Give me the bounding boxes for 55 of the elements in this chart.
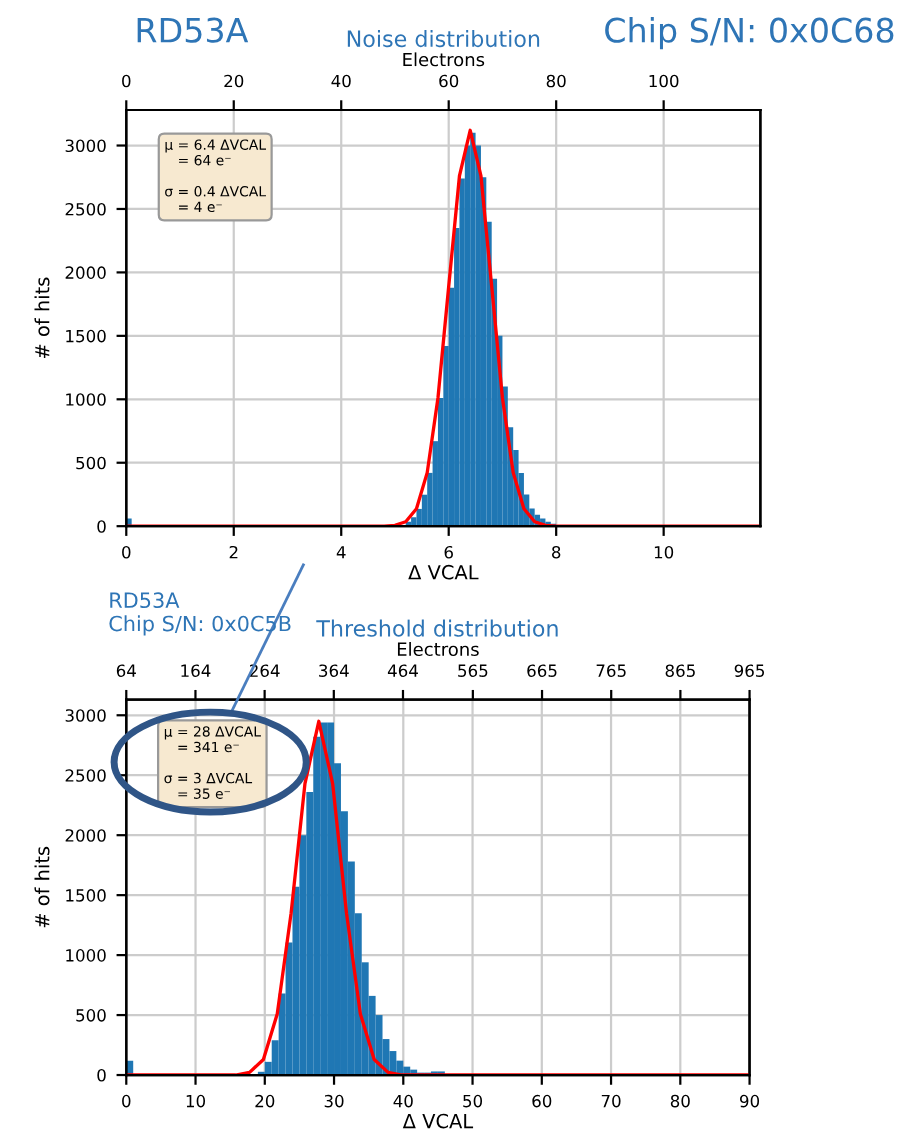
x2-tick-label: 464 (387, 664, 418, 677)
y-tick-label: 1000 (66, 393, 106, 406)
x2-tick-label: 665 (527, 664, 557, 677)
x-tick-label: 8 (552, 545, 561, 559)
y-tick-label: 1000 (66, 949, 106, 962)
text: Chip S/N: 0x0C68 (605, 17, 894, 50)
x2-tick-label: 765 (596, 664, 626, 677)
y-tick-label: 2000 (65, 829, 106, 842)
x-tick-label: 0 (122, 545, 131, 559)
x2-tick-label: 100 (649, 74, 679, 88)
x2-axis-title: Electrons (397, 642, 479, 657)
x2-tick-label: 40 (331, 74, 351, 88)
y-tick-label: 2500 (65, 769, 106, 782)
x2-tick-label: 965 (734, 664, 765, 677)
y-axis-title: # of hits (34, 277, 50, 359)
y-tick-label: 3000 (65, 709, 106, 722)
x-tick-label: 40 (393, 1094, 413, 1108)
x-tick-label: 0 (122, 1094, 131, 1108)
x2-tick-label: 865 (665, 664, 695, 677)
x-tick-label: 10 (654, 545, 674, 559)
x-tick-label: 4 (336, 546, 346, 559)
y-tick-label: 1500 (66, 889, 106, 902)
y-tick-label: 0 (97, 1068, 106, 1082)
x2-tick-label: 60 (439, 74, 459, 88)
x-tick-label: 80 (670, 1094, 690, 1108)
y-tick-label: 2000 (65, 266, 106, 279)
y-axis-title: # of hits (34, 846, 50, 928)
y-tick-label: 2500 (65, 202, 106, 216)
y-tick-label: 3000 (65, 139, 106, 153)
x-tick-label: 20 (255, 1094, 275, 1108)
text: RD53A (137, 17, 249, 43)
x-axis-title: Δ VCAL (408, 564, 479, 580)
x-tick-label: 60 (532, 1094, 552, 1108)
x-tick-label: 2 (229, 545, 238, 559)
y-tick-label: 500 (76, 1009, 106, 1022)
x2-tick-label: 364 (319, 664, 349, 677)
chart-title: Noise distribution (347, 29, 540, 48)
x2-tick-label: 20 (224, 74, 244, 88)
chart-title: Threshold distribution (316, 619, 558, 637)
x-tick-label: 6 (444, 545, 453, 559)
y-tick-label: 0 (97, 520, 106, 533)
x2-tick-label: 164 (181, 664, 211, 677)
x2-tick-label: 0 (122, 74, 131, 88)
x-tick-label: 70 (601, 1094, 621, 1108)
x-axis-title: Δ VCAL (402, 1113, 474, 1129)
y-tick-label: 500 (76, 456, 106, 470)
x-tick-label: 10 (186, 1094, 206, 1108)
x2-tick-label: 64 (116, 664, 136, 677)
x2-tick-label: 565 (458, 664, 488, 677)
x-tick-label: 90 (740, 1094, 760, 1108)
x2-axis-title: Electrons (403, 52, 485, 67)
x2-tick-label: 80 (546, 74, 566, 88)
x-tick-label: 30 (324, 1094, 344, 1108)
y-tick-label: 1500 (66, 329, 106, 343)
x-tick-label: 50 (463, 1094, 483, 1108)
